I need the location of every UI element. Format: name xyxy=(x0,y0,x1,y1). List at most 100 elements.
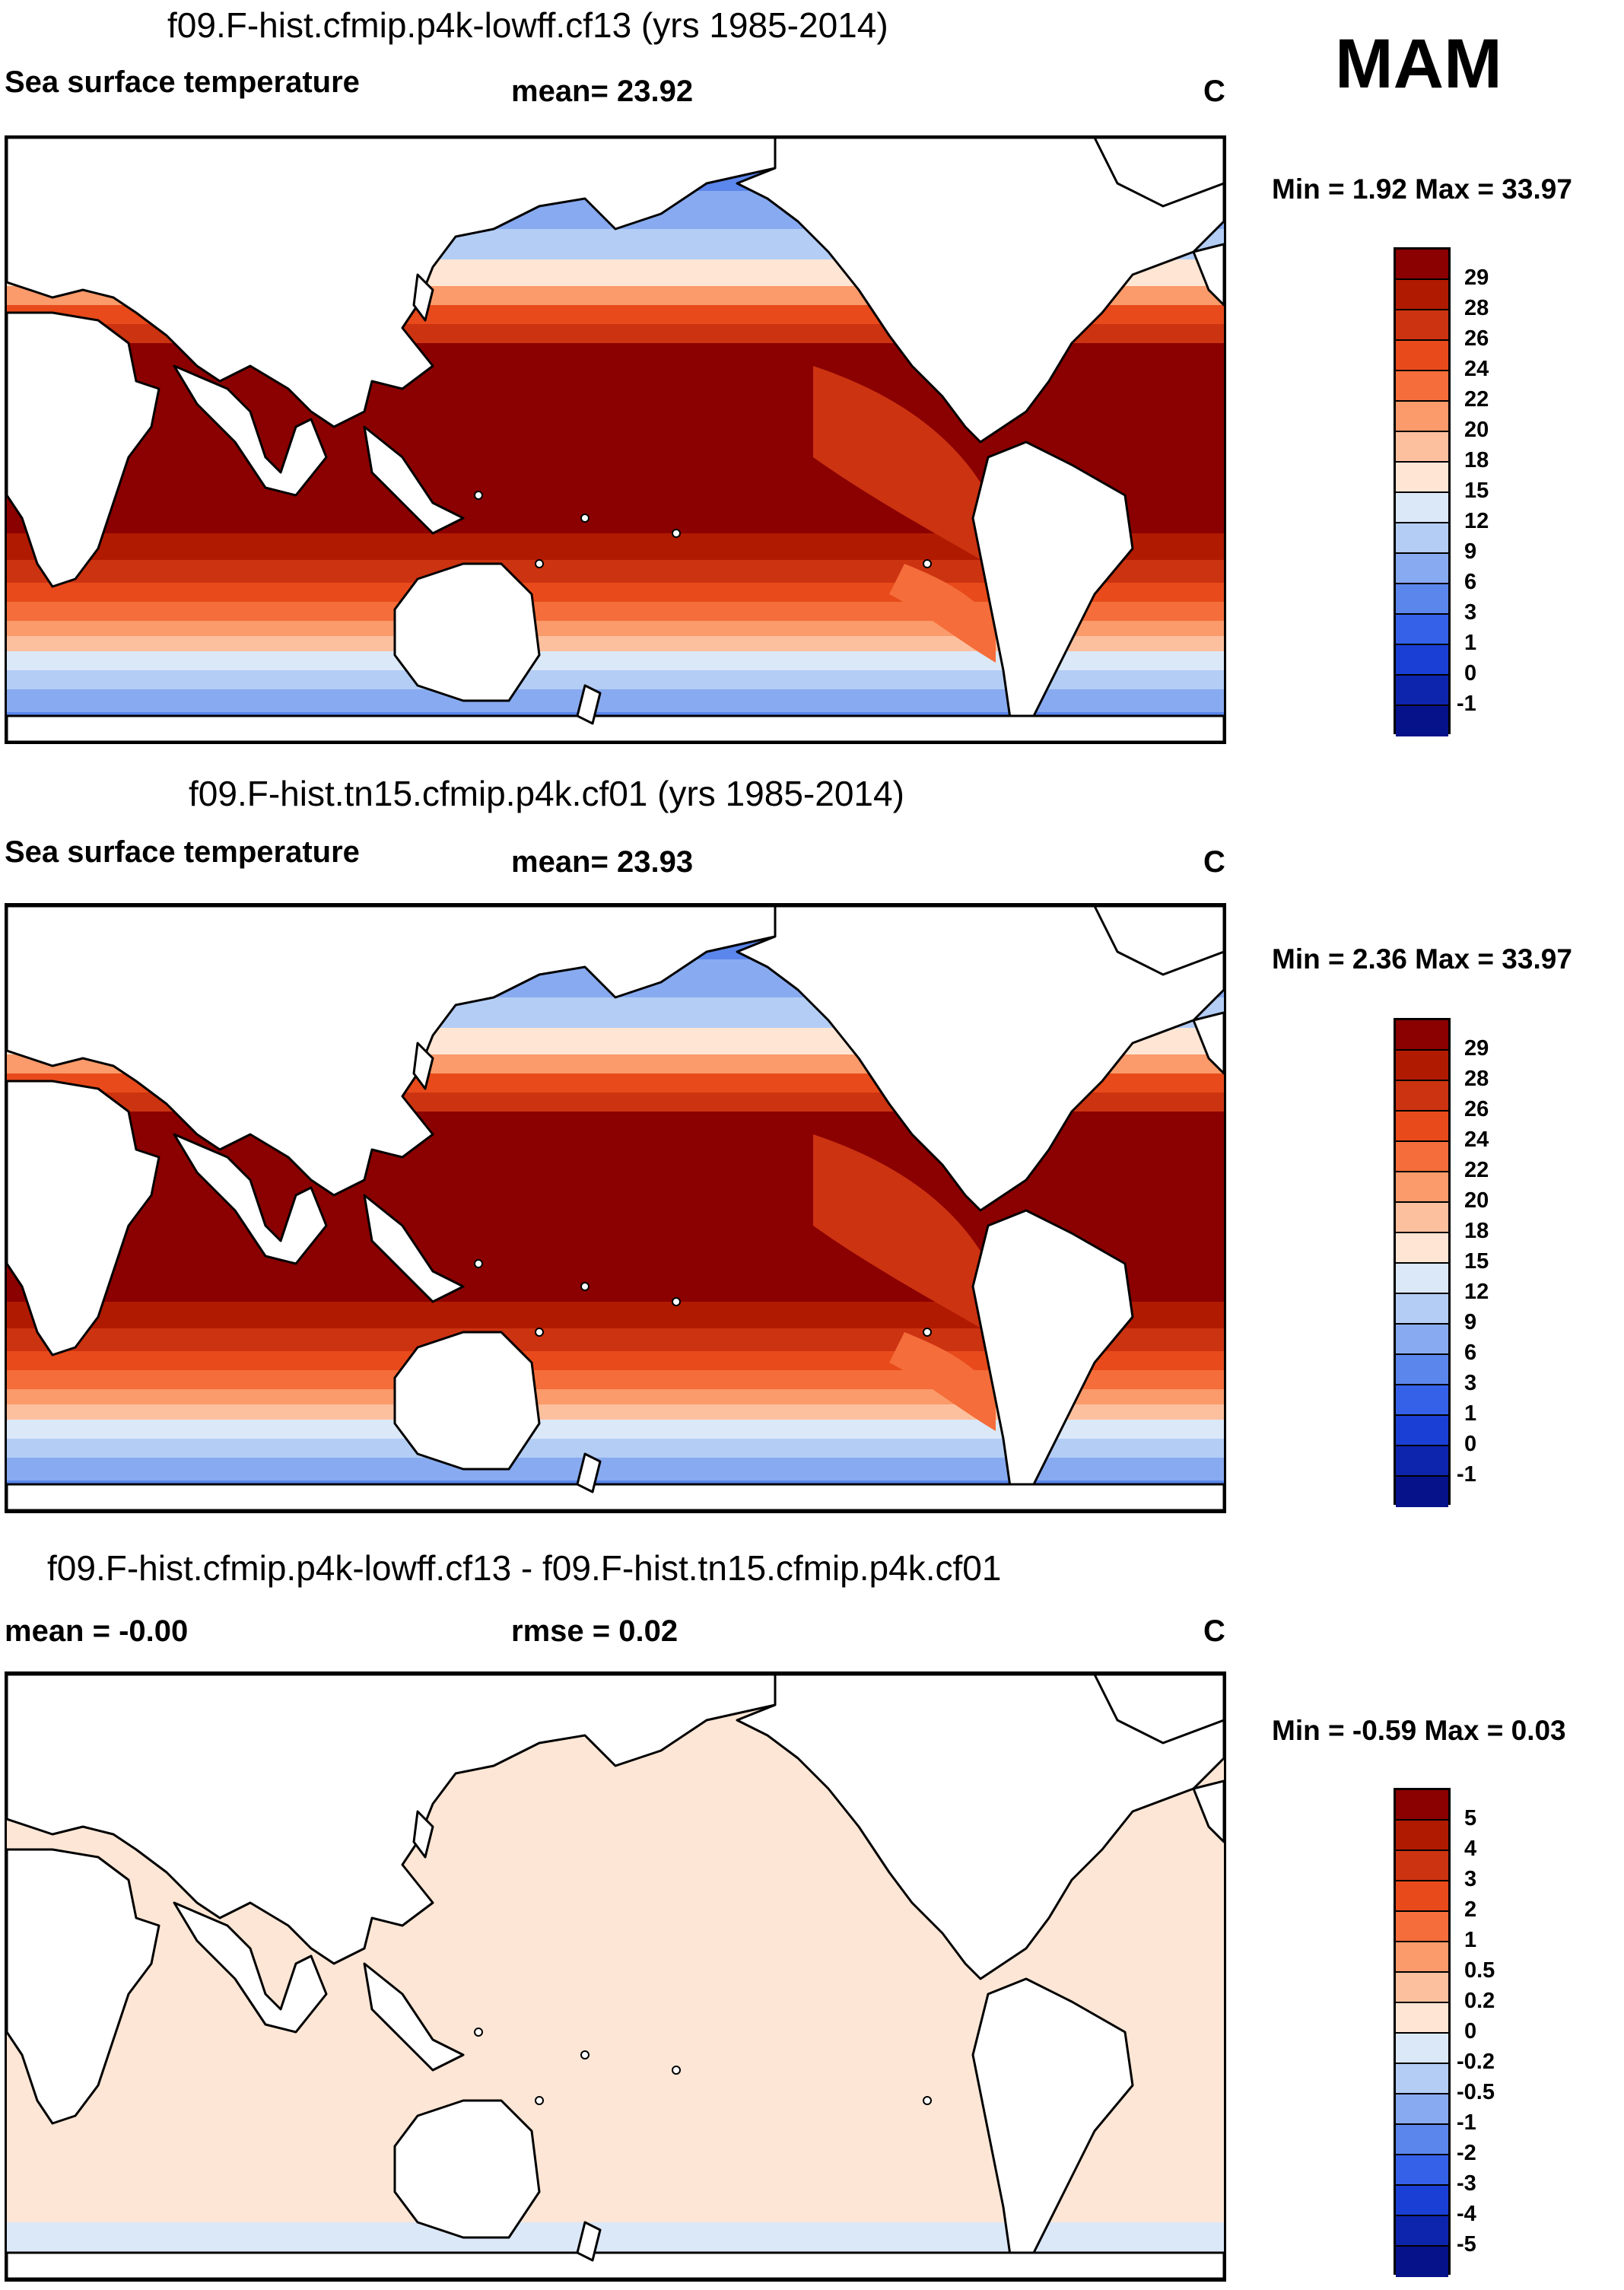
colorbar-tick-label: -3 xyxy=(1457,2171,1476,2196)
colorbar-tick-label: -0.2 xyxy=(1457,2050,1495,2074)
sst-tongue xyxy=(889,564,996,663)
land-mass xyxy=(1093,138,1224,208)
land-mass xyxy=(393,2099,541,2239)
land-mass xyxy=(363,1194,465,1303)
colorbar-swatch xyxy=(1396,2064,1448,2094)
land-mass xyxy=(971,1209,1134,1493)
sst-band xyxy=(7,636,1224,651)
land-mass xyxy=(7,714,1224,742)
colorbar-swatch xyxy=(1396,645,1448,676)
colorbar-tick-label: 5 xyxy=(1464,1806,1477,1830)
colorbar-swatch xyxy=(1396,523,1448,554)
colorbar-tick-label: -0.5 xyxy=(1457,2080,1495,2104)
panel1-map xyxy=(5,135,1226,744)
island xyxy=(672,2066,681,2075)
colorbar-tick-label: 24 xyxy=(1464,357,1489,381)
colorbar-swatch xyxy=(1396,310,1448,341)
panel1-units-label: C xyxy=(1203,75,1225,108)
land-mass xyxy=(412,1810,434,1859)
colorbar-swatch xyxy=(1396,1172,1448,1203)
colorbar-tick-label: 0 xyxy=(1464,2019,1477,2044)
colorbar-swatch xyxy=(1396,1385,1448,1416)
sst-band xyxy=(7,1389,1224,1404)
panel3-title: f09.F-hist.cfmip.p4k-lowff.cf13 - f09.F-… xyxy=(47,1548,1002,1588)
land-mass xyxy=(363,1962,465,2072)
colorbar-tick-label: 3 xyxy=(1464,1867,1477,1891)
colorbar-swatch xyxy=(1396,2003,1448,2034)
colorbar-swatch xyxy=(1396,584,1448,615)
land-mass xyxy=(7,1483,1224,1511)
colorbar-tick-label: -5 xyxy=(1457,2232,1476,2257)
panel3-colorbar-labels: 5 4 3 2 1 0.5 0.2 0 -0.2 -0.5 -1 -2 -3 -4 -5 xyxy=(1457,1788,1556,2275)
land-layer xyxy=(7,1674,1224,2279)
panel3-colorbar xyxy=(1394,1788,1451,2277)
colorbar-swatch xyxy=(1396,2155,1448,2186)
panel2-minmax: Min = 2.36 Max = 33.97 xyxy=(1272,943,1572,975)
colorbar-tick-label: 0.5 xyxy=(1464,1958,1495,1983)
colorbar-tick-label: 0 xyxy=(1464,661,1477,685)
colorbar-tick-label: -2 xyxy=(1457,2141,1476,2165)
colorbar-tick-label: 28 xyxy=(1464,296,1489,320)
land-mass xyxy=(363,425,465,535)
colorbar-swatch xyxy=(1396,1051,1448,1081)
panel3-mean-label: mean = -0.00 xyxy=(5,1614,189,1648)
land-mass xyxy=(7,138,777,428)
colorbar-swatch xyxy=(1396,341,1448,371)
land-mass xyxy=(1093,905,1224,976)
land-layer xyxy=(7,905,1224,1511)
land-mass xyxy=(173,1133,328,1265)
colorbar-tick-label: 1 xyxy=(1464,631,1477,655)
colorbar-swatch xyxy=(1396,1112,1448,1142)
colorbar-tick-label: 4 xyxy=(1464,1837,1477,1861)
island xyxy=(923,2096,932,2105)
colorbar-swatch xyxy=(1396,1355,1448,1385)
land-mass xyxy=(1093,1674,1224,1745)
sst-tongue xyxy=(889,1332,996,1431)
land-mass xyxy=(736,138,1224,444)
panel1-map-graphic xyxy=(7,138,1224,742)
land-mass xyxy=(736,905,1224,1212)
land-mass xyxy=(393,1331,541,1471)
colorbar-swatch xyxy=(1396,402,1448,432)
colorbar-swatch xyxy=(1396,1142,1448,1172)
colorbar-tick-label: 26 xyxy=(1464,1097,1489,1121)
sst-tongue xyxy=(813,1134,988,1332)
sst-tongue xyxy=(813,366,988,564)
colorbar-tick-label: 15 xyxy=(1464,479,1489,503)
colorbar-tick-label: 6 xyxy=(1464,570,1477,594)
land-mass xyxy=(7,1674,777,1965)
island xyxy=(580,514,590,523)
land-mass xyxy=(1192,1011,1224,1075)
colorbar-swatch xyxy=(1396,1942,1448,1973)
island xyxy=(923,1328,932,1337)
colorbar-tick-label: 0 xyxy=(1464,1432,1477,1456)
colorbar-swatch xyxy=(1396,1477,1448,1507)
colorbar-swatch xyxy=(1396,1912,1448,1942)
land-mass xyxy=(1192,243,1224,307)
colorbar-tick-label: 18 xyxy=(1464,1219,1489,1243)
colorbar-swatch xyxy=(1396,706,1448,736)
panel3-units-label: C xyxy=(1203,1614,1225,1648)
colorbar-swatch xyxy=(1396,1416,1448,1446)
colorbar-swatch xyxy=(1396,250,1448,280)
colorbar-swatch xyxy=(1396,1881,1448,1912)
colorbar-tick-label: 28 xyxy=(1464,1067,1489,1091)
island xyxy=(672,529,681,538)
colorbar-swatch xyxy=(1396,463,1448,493)
panel2-variable-label: Sea surface temperature xyxy=(5,835,360,869)
colorbar-swatch xyxy=(1396,2216,1448,2247)
panel3-rmse-label: rmse = 0.02 xyxy=(511,1614,679,1648)
colorbar-swatch xyxy=(1396,615,1448,645)
colorbar-tick-label: 0.2 xyxy=(1464,1989,1495,2013)
colorbar-tick-label: -1 xyxy=(1457,692,1476,716)
panel1-minmax: Min = 1.92 Max = 33.97 xyxy=(1272,173,1572,205)
land-mass xyxy=(7,1848,160,2125)
island xyxy=(474,491,483,500)
colorbar-swatch xyxy=(1396,2247,1448,2277)
panel2-map xyxy=(5,903,1226,1513)
island xyxy=(535,1328,544,1337)
colorbar-tick-label: 24 xyxy=(1464,1128,1489,1152)
panel1-mean-label: mean= 23.92 xyxy=(511,75,694,108)
colorbar-swatch xyxy=(1396,493,1448,523)
island xyxy=(672,1297,681,1306)
